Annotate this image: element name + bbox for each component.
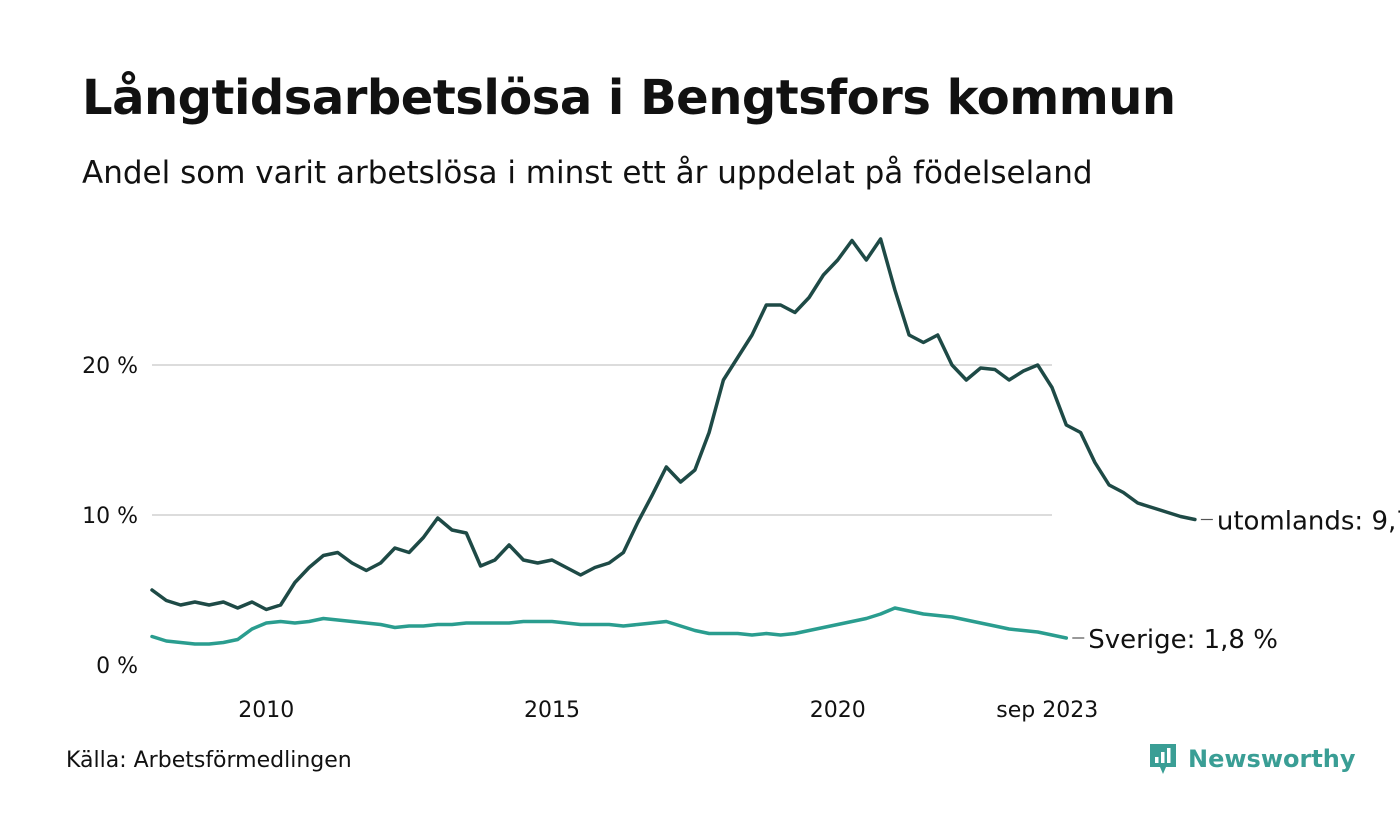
x-tick-label: 2015 [524, 698, 580, 723]
y-tick-label: 20 % [82, 354, 138, 379]
x-tick-label: sep 2023 [996, 698, 1098, 723]
x-tick-label: 2020 [810, 698, 866, 723]
series-end-labels: utomlands: 9,7 % Sverige: 1,8 % [1072, 507, 1400, 655]
bar-chart-speech-icon [1150, 744, 1176, 774]
y-axis-tick-labels: 0 % 10 % 20 % [82, 354, 138, 679]
series-line-sverige [150, 606, 1069, 646]
brand-name: Newsworthy [1188, 745, 1356, 773]
end-label-utomlands: utomlands: 9,7 % [1217, 507, 1400, 537]
x-axis-tick-labels: 2010 2015 2020 sep 2023 [238, 698, 1098, 723]
source-note: Källa: Arbetsförmedlingen [66, 748, 352, 773]
gridlines [152, 364, 1052, 516]
chart-subtitle: Andel som varit arbetslösa i minst ett å… [82, 155, 1093, 191]
x-tick-label: 2010 [238, 698, 294, 723]
y-tick-label: 0 % [96, 654, 138, 679]
series-line-utomlands [150, 237, 1197, 612]
brand-logo: Newsworthy [1148, 742, 1356, 776]
series-lines [150, 237, 1197, 646]
y-tick-label: 10 % [82, 504, 138, 529]
chart-title: Långtidsarbetslösa i Bengtsfors kommun [82, 70, 1176, 126]
end-label-sverige: Sverige: 1,8 % [1088, 625, 1278, 655]
